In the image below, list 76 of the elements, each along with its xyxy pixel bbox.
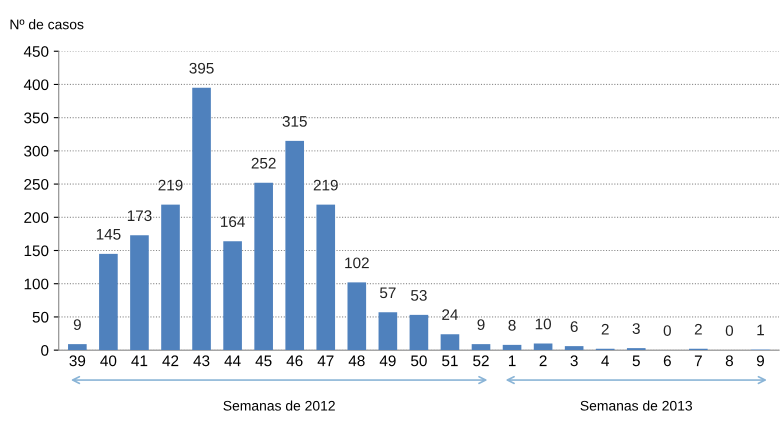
data-label: 9 [477, 319, 485, 330]
y-tick-label: 450 [24, 46, 48, 57]
x-tick-label: 45 [256, 356, 272, 366]
bar [440, 334, 460, 350]
data-label: 0 [726, 325, 734, 336]
bar [223, 241, 242, 350]
x-tick-label: 46 [286, 355, 303, 366]
x-tick-label: 41 [131, 356, 148, 366]
data-label: 53 [411, 290, 427, 301]
bar [564, 346, 584, 350]
x-tick-label: 4 [601, 356, 610, 366]
data-label: 252 [252, 158, 276, 169]
x-tick-label: 50 [411, 355, 427, 366]
x-tick-label: 42 [162, 355, 178, 366]
text: Semanas de 2013 [580, 400, 692, 411]
data-label: 6 [570, 321, 578, 332]
bar [316, 204, 336, 350]
bar [347, 282, 366, 350]
data-label: 219 [314, 180, 338, 191]
y-axis-title: Nº de casos [10, 19, 84, 30]
bar [410, 314, 428, 350]
data-label: 395 [189, 62, 214, 74]
y-tick-label: 350 [24, 112, 48, 124]
y-tick-label: 0 [41, 345, 48, 356]
data-label: 10 [536, 318, 552, 330]
data-label: 57 [380, 287, 396, 298]
data-label: 8 [508, 320, 516, 331]
data-label: 1 [757, 324, 764, 336]
bar [192, 88, 211, 350]
data-label: 2 [602, 324, 609, 335]
bar [161, 204, 180, 350]
x-tick-label: 43 [193, 355, 210, 366]
x-tick-label: 48 [348, 355, 365, 366]
data-label: 145 [96, 229, 121, 240]
y-tick-label: 400 [24, 79, 48, 90]
x-tick-label: 9 [756, 355, 764, 366]
data-label: 164 [221, 216, 245, 228]
y-tick-label: 100 [24, 278, 48, 290]
data-label: 102 [345, 257, 369, 268]
x-tick-label: 44 [224, 356, 241, 366]
x-tick-label: 49 [380, 355, 396, 366]
bar [472, 344, 490, 350]
bar [68, 344, 87, 350]
y-tick-label: 200 [24, 212, 48, 223]
bar [285, 140, 304, 350]
y-tick-label: 150 [24, 245, 48, 256]
bar [502, 344, 522, 350]
bar [534, 344, 552, 350]
x-tick-label: 8 [726, 355, 733, 366]
bar [378, 312, 398, 350]
y-tick-label: 250 [24, 178, 48, 190]
x-tick-label: 6 [664, 355, 671, 366]
x-tick-label: 1 [508, 356, 516, 366]
data-label: 173 [128, 210, 152, 222]
data-label: 3 [632, 323, 640, 334]
x-tick-label: 39 [69, 355, 86, 366]
x-tick-label: 51 [442, 356, 458, 366]
y-tick-label: 300 [24, 146, 48, 157]
data-label: 315 [282, 116, 307, 127]
x-tick-label: 47 [318, 356, 334, 366]
data-label: 0 [664, 325, 671, 336]
x-tick-label: 52 [473, 355, 489, 366]
bar [130, 235, 149, 350]
x-tick-label: 5 [632, 356, 640, 366]
x-tick-label: 3 [570, 355, 578, 366]
x-tick-label: 40 [100, 355, 116, 366]
y-tick-label: 50 [32, 312, 48, 323]
data-label: 9 [74, 319, 81, 330]
bar [254, 182, 273, 350]
text: Semanas de 2012 [223, 400, 335, 411]
data-label: 2 [694, 324, 702, 335]
x-tick-label: 2 [540, 355, 547, 366]
data-label: 24 [442, 309, 458, 320]
x-tick-label: 7 [694, 356, 702, 366]
bar [99, 254, 118, 350]
data-label: 219 [158, 180, 183, 191]
